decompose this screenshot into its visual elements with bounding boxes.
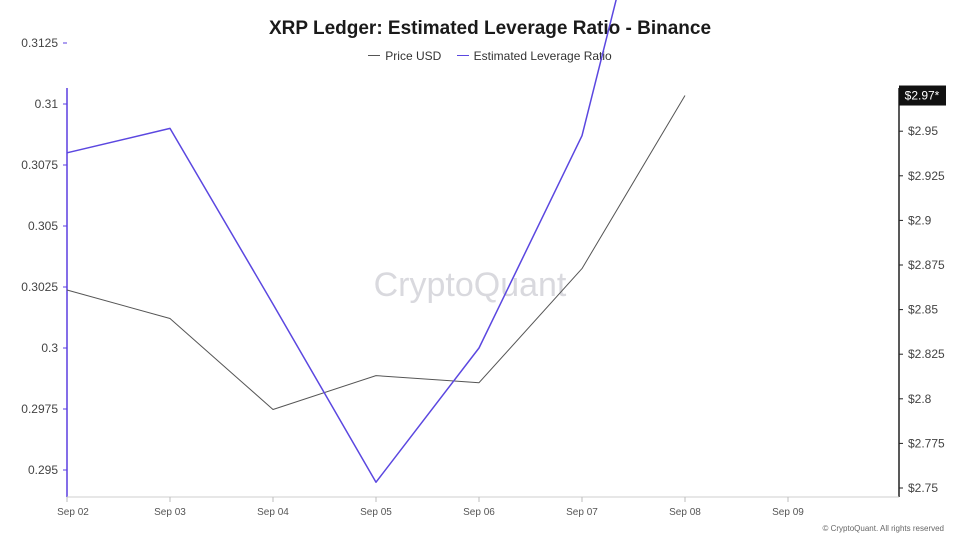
- watermark: CryptoQuant: [374, 266, 567, 304]
- right-tick-label: $2.8: [908, 392, 932, 406]
- right-tick-label: $2.95: [908, 124, 938, 138]
- legend-swatch-leverage: [456, 55, 469, 57]
- chart-title: XRP Ledger: Estimated Leverage Ratio - B…: [268, 18, 712, 39]
- left-tick-label: 0.2975: [21, 402, 58, 416]
- copyright-footer: © CryptoQuant. All rights reserved: [822, 524, 945, 533]
- left-tick-label: 0.3025: [21, 280, 58, 294]
- right-current-value: $2.97*: [905, 89, 940, 103]
- left-tick-label: 0.3125: [21, 36, 58, 50]
- current-value-badges: 0.3255*$2.97*: [899, 85, 946, 106]
- x-tick-label: Sep 09: [772, 507, 804, 518]
- right-tick-label: $2.9: [908, 213, 932, 227]
- left-axis-ticks: 0.295 0.2975 0.3 0.3025 0.305 0.3075 0.31 0.312…: [21, 36, 67, 477]
- right-current-badge: [899, 85, 946, 106]
- x-tick-label: Sep 02: [57, 507, 89, 518]
- x-tick-label: Sep 04: [257, 507, 289, 518]
- right-tick-label: $2.775: [908, 436, 945, 450]
- right-axis-ticks: $2.75 $2.775 $2.8 $2.825 $2.85 $2.875 $2.9 $2.9…: [899, 124, 945, 495]
- left-tick-label: 0.3: [41, 341, 58, 355]
- x-tick-label: Sep 03: [154, 507, 186, 518]
- left-tick-label: 0.3075: [21, 158, 58, 172]
- x-tick-label: Sep 05: [360, 507, 392, 518]
- axes: [66, 88, 900, 498]
- x-tick-label: Sep 08: [669, 507, 701, 518]
- legend-item-price[interactable]: Price USD: [368, 49, 441, 63]
- right-tick-label: $2.925: [908, 169, 945, 183]
- right-tick-label: $2.825: [908, 347, 945, 361]
- right-tick-label: $2.75: [908, 481, 938, 495]
- right-tick-label: $2.875: [908, 258, 945, 272]
- legend-item-leverage[interactable]: Estimated Leverage Ratio: [456, 49, 612, 63]
- left-tick-label: 0.295: [28, 463, 58, 477]
- left-tick-label: 0.31: [35, 97, 59, 111]
- x-tick-label: Sep 06: [463, 507, 495, 518]
- x-axis-ticks: Sep 02 Sep 03 Sep 04 Sep 05 Sep 06 Sep 07 Sep …: [57, 497, 804, 518]
- x-tick-label: Sep 07: [566, 507, 598, 518]
- legend-label-price: Price USD: [385, 49, 442, 63]
- legend-label-leverage: Estimated Leverage Ratio: [473, 49, 612, 63]
- left-tick-label: 0.305: [28, 219, 58, 233]
- leverage-ratio-line: [66, 0, 617, 483]
- right-tick-label: $2.85: [908, 303, 938, 317]
- series-layer: [66, 0, 686, 483]
- chart-legend: Price USD Estimated Leverage Ratio: [0, 49, 980, 63]
- price-usd-line: [66, 95, 686, 410]
- legend-swatch-price: [368, 55, 381, 57]
